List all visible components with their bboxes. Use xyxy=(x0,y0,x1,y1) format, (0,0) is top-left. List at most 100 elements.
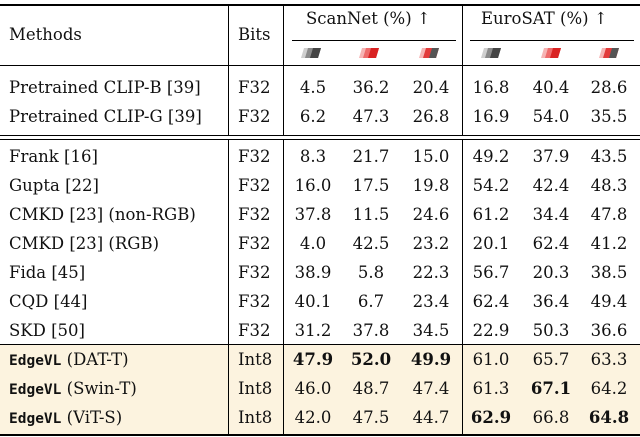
value-cell: 31.2 xyxy=(294,321,332,340)
value-cell: 37.8 xyxy=(294,205,332,224)
value-cell: 48.7 xyxy=(352,379,390,398)
value-cell: 23.4 xyxy=(412,292,450,311)
method-cell: EdgeVL (DAT-T) xyxy=(9,348,129,372)
header-methods: Methods xyxy=(9,25,82,44)
method-cell: CQD [44] xyxy=(9,292,88,311)
value-cell: 49.4 xyxy=(590,292,628,311)
value-cell: 36.2 xyxy=(352,78,390,97)
method-cell: Fida [45] xyxy=(9,263,86,282)
table-row: Frank [16] F32 8.3 21.7 15.0 49.2 37.9 4… xyxy=(0,145,640,169)
header-bits: Bits xyxy=(238,25,271,44)
value-cell: 22.3 xyxy=(412,263,450,282)
table-row: Gupta [22] F32 16.0 17.5 19.8 54.2 42.4 … xyxy=(0,174,640,198)
table-row: CMKD [23] (RGB) F32 4.0 42.5 23.2 20.1 6… xyxy=(0,232,640,256)
value-cell: 28.6 xyxy=(590,78,628,97)
column-separator xyxy=(228,6,229,135)
table-row: Pretrained CLIP-G [39] F32 6.2 47.3 26.8… xyxy=(0,105,640,129)
method-cell: Pretrained CLIP-B [39] xyxy=(9,78,201,97)
table-row: CQD [44] F32 40.1 6.7 23.4 62.4 36.4 49.… xyxy=(0,290,640,314)
value-cell: 37.8 xyxy=(352,321,390,340)
method-cell: EdgeVL (ViT-S) xyxy=(9,406,122,430)
backbone-label: (Swin-T) xyxy=(61,379,137,398)
value-cell: 54.0 xyxy=(532,107,570,126)
value-cell: 47.9 xyxy=(292,350,334,369)
red-to-gray-icon xyxy=(598,44,620,58)
value-cell: 6.7 xyxy=(357,292,385,311)
column-separator xyxy=(228,140,229,434)
bits-cell: F32 xyxy=(238,147,271,166)
value-cell: 50.3 xyxy=(532,321,570,340)
header-scannet: ScanNet (%) ↑ xyxy=(306,9,431,28)
red-to-gray-icon xyxy=(418,44,440,58)
value-cell: 46.0 xyxy=(294,379,332,398)
table-row: Pretrained CLIP-B [39] F32 4.5 36.2 20.4… xyxy=(0,76,640,100)
table-row: EdgeVL (DAT-T) Int8 47.9 52.0 49.9 61.0 … xyxy=(0,345,640,375)
value-cell: 43.5 xyxy=(590,147,628,166)
method-cell: CMKD [23] (RGB) xyxy=(9,234,160,253)
value-cell: 20.4 xyxy=(412,78,450,97)
value-cell: 61.0 xyxy=(472,350,510,369)
table-row: EdgeVL (ViT-S) Int8 42.0 47.5 44.7 62.9 … xyxy=(0,405,640,434)
header-rule xyxy=(0,65,640,66)
column-separator xyxy=(283,140,284,434)
bottom-rule xyxy=(0,434,640,436)
value-cell: 47.5 xyxy=(352,408,390,427)
method-cell: Pretrained CLIP-G [39] xyxy=(9,107,202,126)
bits-cell: F32 xyxy=(238,107,271,126)
value-cell: 5.8 xyxy=(357,263,385,282)
red-to-red-icon xyxy=(540,44,562,58)
table-row: SKD [50] F32 31.2 37.8 34.5 22.9 50.3 36… xyxy=(0,319,640,343)
value-cell: 35.5 xyxy=(590,107,628,126)
value-cell: 52.0 xyxy=(350,350,392,369)
method-cell: CMKD [23] (non-RGB) xyxy=(9,205,196,224)
column-separator xyxy=(462,140,463,434)
value-cell: 37.9 xyxy=(532,147,570,166)
value-cell: 36.4 xyxy=(532,292,570,311)
value-cell: 4.0 xyxy=(299,234,327,253)
value-cell: 4.5 xyxy=(299,78,327,97)
value-cell: 34.5 xyxy=(412,321,450,340)
section-rule xyxy=(0,139,640,140)
bits-cell: Int8 xyxy=(238,379,273,398)
value-cell: 23.2 xyxy=(412,234,450,253)
value-cell: 63.3 xyxy=(590,350,628,369)
value-cell: 56.7 xyxy=(472,263,510,282)
value-cell: 40.4 xyxy=(532,78,570,97)
value-cell: 21.7 xyxy=(352,147,390,166)
value-cell: 11.5 xyxy=(352,205,390,224)
eurosat-cmidrule xyxy=(470,40,634,41)
value-cell: 40.1 xyxy=(294,292,332,311)
backbone-label: (DAT-T) xyxy=(61,350,129,369)
value-cell: 20.3 xyxy=(532,263,570,282)
bits-cell: F32 xyxy=(238,205,271,224)
value-cell: 47.8 xyxy=(590,205,628,224)
value-cell: 38.5 xyxy=(590,263,628,282)
table-row: Fida [45] F32 38.9 5.8 22.3 56.7 20.3 38… xyxy=(0,261,640,285)
edgevl-name: EdgeVL xyxy=(9,353,62,369)
column-separator xyxy=(462,6,463,135)
value-cell: 65.7 xyxy=(532,350,570,369)
edgevl-name: EdgeVL xyxy=(9,411,62,427)
value-cell: 6.2 xyxy=(299,107,327,126)
bits-cell: F32 xyxy=(238,292,271,311)
method-cell: EdgeVL (Swin-T) xyxy=(9,377,137,401)
value-cell: 47.3 xyxy=(352,107,390,126)
top-rule xyxy=(0,4,640,6)
value-cell: 16.9 xyxy=(472,107,510,126)
bits-cell: F32 xyxy=(238,234,271,253)
value-cell: 42.5 xyxy=(352,234,390,253)
table-row: CMKD [23] (non-RGB) F32 37.8 11.5 24.6 6… xyxy=(0,203,640,227)
bits-cell: F32 xyxy=(238,176,271,195)
value-cell: 62.9 xyxy=(470,408,512,427)
value-cell: 17.5 xyxy=(352,176,390,195)
edgevl-name: EdgeVL xyxy=(9,382,62,398)
value-cell: 8.3 xyxy=(299,147,327,166)
value-cell: 62.4 xyxy=(532,234,570,253)
value-cell: 67.1 xyxy=(530,379,572,398)
bits-cell: Int8 xyxy=(238,408,273,427)
bits-cell: F32 xyxy=(238,263,271,282)
method-cell: Frank [16] xyxy=(9,147,98,166)
value-cell: 48.3 xyxy=(590,176,628,195)
value-cell: 47.4 xyxy=(412,379,450,398)
method-cell: SKD [50] xyxy=(9,321,85,340)
